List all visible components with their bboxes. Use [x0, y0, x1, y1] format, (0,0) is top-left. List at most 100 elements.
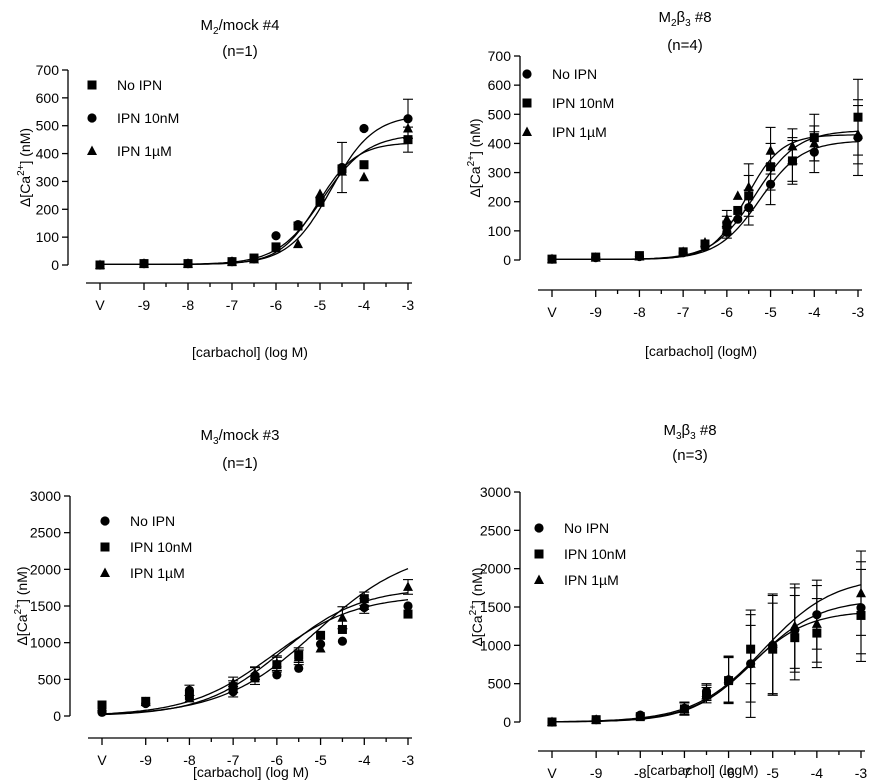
- data-point-triangle: [765, 145, 776, 155]
- x-axis-title: [carbachol] (log M): [192, 344, 308, 360]
- chart-panel-4: M3β3 #8(n=3)050010001500200025003000Δ[Ca…: [468, 422, 867, 781]
- data-point-triangle: [271, 657, 282, 668]
- fit-curve-3: [101, 568, 409, 715]
- data-point-triangle: [95, 259, 105, 269]
- data-point-triangle: [315, 188, 325, 198]
- chart-title-part: 3: [685, 18, 691, 29]
- data-point-circle: [812, 610, 822, 620]
- chart-title-part: 3: [676, 431, 682, 442]
- data-point-circle: [809, 147, 819, 157]
- x-tick-label: V: [95, 297, 105, 313]
- legend-label: No IPN: [130, 513, 175, 529]
- legend-label: IPN 1µM: [117, 143, 172, 159]
- x-tick-label: -3: [852, 304, 865, 320]
- y-axis-title-part: Δ[Ca: [467, 166, 483, 197]
- data-point-triangle: [723, 673, 734, 684]
- legend-marker-triangle: [522, 126, 532, 136]
- x-axis-title: [carbachol] (logM): [646, 762, 758, 778]
- x-axis-title: [carbachol] (log M): [193, 764, 309, 780]
- data-point-square: [787, 156, 797, 166]
- y-tick-label: 200: [36, 201, 60, 217]
- data-point-circle: [337, 636, 348, 646]
- chart-subtitle: (n=4): [667, 37, 702, 54]
- chart-title: M2β3 #8: [658, 9, 711, 29]
- data-point-triangle: [337, 612, 348, 622]
- chart-title-part: 3: [690, 431, 696, 442]
- data-point-triangle: [700, 237, 710, 247]
- x-tick-label: -9: [139, 752, 152, 768]
- chart-title: M2/mock #4: [201, 17, 280, 37]
- chart-panel-1: M2/mock #4 (n=1) 0 100 200 300 400 500 600 700 Δ[C…: [16, 17, 414, 360]
- legend-label: No IPN: [117, 77, 162, 93]
- data-point-square: [812, 628, 822, 638]
- data-point-triangle: [403, 581, 413, 591]
- y-tick-label: 100: [36, 229, 60, 245]
- y-tick-label: 100: [488, 223, 512, 239]
- y-tick-label: 1500: [30, 598, 61, 614]
- fit-curve-2: [101, 599, 409, 715]
- legend-marker-triangle: [534, 574, 544, 584]
- data-point-triangle: [140, 696, 151, 707]
- y-axis-title-part: ] (nM): [467, 118, 483, 155]
- x-tick-label: -4: [358, 297, 371, 313]
- chart-title: M3/mock #3: [201, 427, 280, 447]
- y-axis-title: Δ[Ca2+] (nM): [468, 567, 485, 646]
- data-point-circle: [271, 231, 281, 241]
- chart-subtitle: (n=1): [222, 43, 257, 60]
- data-point-square: [744, 191, 754, 201]
- data-point-circle: [765, 179, 776, 189]
- legend-marker-square: [534, 549, 544, 559]
- data-point-triangle: [250, 667, 260, 678]
- y-tick-label: 1000: [480, 637, 511, 653]
- data-point-triangle: [853, 129, 863, 139]
- data-point-circle: [293, 220, 303, 230]
- y-axis-title-part: 2+: [466, 155, 477, 167]
- chart-title-part: #8: [691, 9, 712, 26]
- data-point-square: [722, 220, 732, 230]
- chart-panel-2: M2β3 #8 (n=4) 0 100 200 300 400 500 600 700 Δ[Ca2+…: [466, 9, 864, 359]
- data-point-square: [316, 630, 326, 640]
- x-tick-label: -4: [358, 752, 371, 768]
- x-tick-label: -9: [138, 297, 151, 313]
- data-point-square: [746, 644, 756, 654]
- y-tick-label: 700: [36, 62, 60, 78]
- y-tick-label: 0: [503, 252, 511, 268]
- data-point-triangle: [789, 620, 800, 631]
- x-tick-label: -4: [811, 765, 824, 781]
- chart-subtitle: (n=1): [222, 455, 257, 472]
- data-point-square: [768, 644, 778, 654]
- legend-marker-square: [522, 98, 532, 108]
- legend-marker-triangle: [100, 567, 110, 577]
- data-point-triangle: [743, 181, 754, 192]
- data-point-triangle: [732, 190, 743, 200]
- data-point-triangle: [293, 651, 304, 662]
- data-point-square: [359, 594, 369, 604]
- data-point-triangle: [547, 716, 557, 726]
- data-point-triangle: [139, 258, 149, 268]
- legend-marker-circle: [534, 523, 544, 533]
- data-point-triangle: [359, 171, 369, 182]
- data-point-circle: [359, 123, 369, 134]
- data-point-triangle: [678, 246, 689, 256]
- y-tick-label: 1000: [30, 635, 61, 651]
- x-tick-label: -7: [678, 765, 691, 781]
- data-point-square: [766, 162, 776, 172]
- x-tick-label: -5: [766, 765, 779, 781]
- x-tick-label: V: [97, 752, 107, 768]
- chart-title-part: β: [677, 9, 686, 26]
- x-tick-label: -7: [677, 304, 690, 320]
- data-point-square: [403, 135, 413, 145]
- legend-marker-circle: [100, 516, 110, 526]
- data-point-triangle: [359, 600, 370, 610]
- y-axis-title-part: 2+: [13, 603, 24, 615]
- data-point-square: [809, 133, 819, 143]
- legend-label: No IPN: [552, 66, 597, 82]
- x-tick-label: -6: [721, 304, 734, 320]
- data-point-triangle: [701, 687, 712, 697]
- data-point-triangle: [228, 677, 239, 687]
- y-axis-title: Δ[Ca2+] (nM): [466, 118, 483, 197]
- data-point-circle: [403, 601, 413, 611]
- data-point-triangle: [227, 256, 237, 266]
- data-point-triangle: [403, 123, 413, 133]
